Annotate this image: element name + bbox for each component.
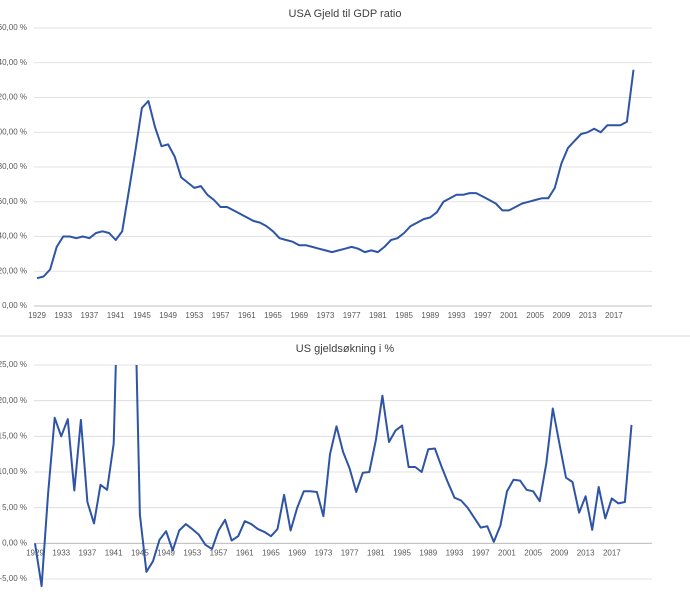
x-tick-label: 1973 — [315, 548, 333, 557]
x-tick-label: 2001 — [500, 311, 518, 320]
x-tick-label: 1945 — [131, 548, 149, 557]
x-tick-label: 1969 — [290, 311, 308, 320]
y-tick-label: 20,00 % — [0, 266, 27, 275]
x-tick-label: 1945 — [133, 311, 151, 320]
x-tick-label: 1981 — [369, 311, 387, 320]
x-tick-label: 1993 — [448, 311, 466, 320]
x-tick-label: 1969 — [288, 548, 306, 557]
x-tick-label: 1981 — [367, 548, 385, 557]
x-tick-label: 1989 — [419, 548, 437, 557]
x-tick-label: 1957 — [212, 311, 230, 320]
x-tick-label: 1929 — [28, 311, 46, 320]
chart-title: USA Gjeld til GDP ratio — [289, 8, 402, 20]
x-tick-label: 1937 — [79, 548, 97, 557]
x-tick-label: 1949 — [157, 548, 175, 557]
x-tick-label: 1933 — [54, 311, 72, 320]
y-tick-label: 100,00 % — [0, 127, 27, 136]
x-tick-label: 1985 — [393, 548, 411, 557]
x-tick-label: 1953 — [183, 548, 201, 557]
y-tick-label: 25,00 % — [0, 360, 27, 369]
x-tick-label: 1953 — [185, 311, 203, 320]
x-tick-label: 1957 — [210, 548, 228, 557]
x-tick-label: 1941 — [105, 548, 123, 557]
y-tick-label: 5,00 % — [2, 503, 27, 512]
y-tick-label: 120,00 % — [0, 93, 27, 102]
y-tick-label: 140,00 % — [0, 58, 27, 67]
x-tick-label: 1941 — [107, 311, 125, 320]
x-tick-label: 1937 — [81, 311, 99, 320]
x-tick-label: 1933 — [52, 548, 70, 557]
y-tick-label: 0,00 % — [2, 538, 27, 547]
y-tick-label: -5,00 % — [0, 574, 27, 583]
x-tick-label: 1965 — [264, 311, 282, 320]
x-tick-label: 1997 — [474, 311, 492, 320]
x-tick-label: 2009 — [551, 548, 569, 557]
x-tick-label: 2013 — [577, 548, 595, 557]
x-tick-label: 1997 — [472, 548, 490, 557]
y-tick-label: 160,00 % — [0, 23, 27, 32]
x-tick-label: 2017 — [603, 548, 621, 557]
x-tick-label: 1949 — [159, 311, 177, 320]
y-tick-label: 40,00 % — [0, 232, 27, 241]
x-tick-label: 2009 — [553, 311, 571, 320]
y-tick-label: 80,00 % — [0, 162, 27, 171]
x-tick-label: 1977 — [341, 548, 359, 557]
x-tick-label: 2017 — [605, 311, 623, 320]
x-tick-label: 2013 — [579, 311, 597, 320]
y-tick-label: 15,00 % — [0, 431, 27, 440]
y-tick-label: 60,00 % — [0, 197, 27, 206]
y-tick-label: 10,00 % — [0, 467, 27, 476]
data-line — [36, 69, 635, 280]
x-tick-label: 1929 — [26, 548, 44, 557]
x-tick-label: 1973 — [317, 311, 335, 320]
chart-title: US gjeldsøkning i % — [296, 343, 395, 355]
data-line — [34, 365, 633, 588]
x-tick-label: 1985 — [395, 311, 413, 320]
x-tick-label: 1993 — [446, 548, 464, 557]
x-tick-label: 2005 — [526, 311, 544, 320]
x-tick-label: 1961 — [238, 311, 256, 320]
x-tick-label: 1961 — [236, 548, 254, 557]
y-tick-label: 0,00 % — [2, 301, 27, 310]
x-tick-label: 1989 — [421, 311, 439, 320]
x-tick-label: 1977 — [343, 311, 361, 320]
x-tick-label: 2005 — [524, 548, 542, 557]
y-tick-label: 20,00 % — [0, 396, 27, 405]
x-tick-label: 2001 — [498, 548, 516, 557]
x-tick-label: 1965 — [262, 548, 280, 557]
